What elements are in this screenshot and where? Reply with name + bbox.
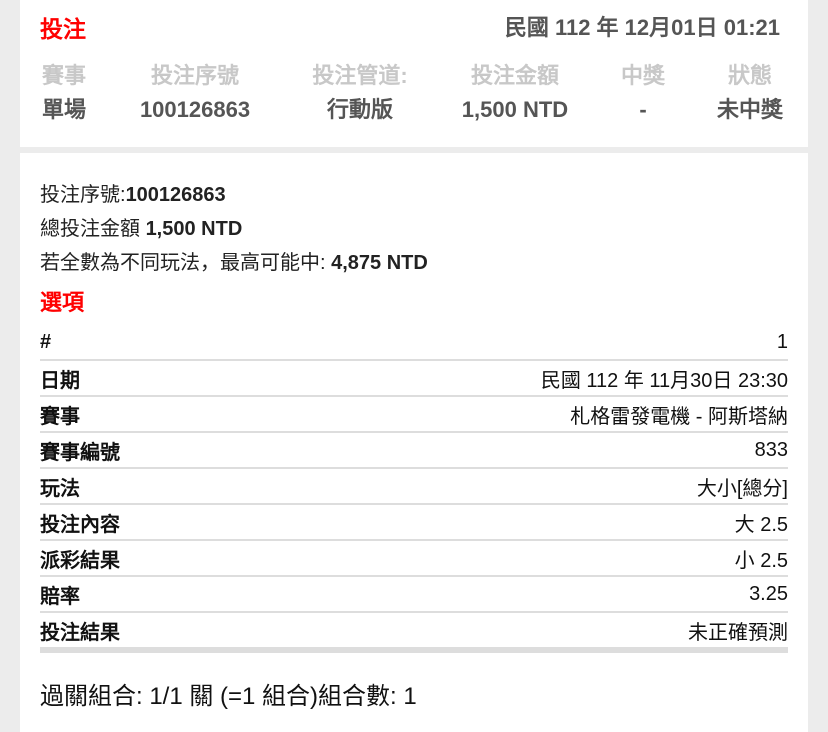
row-value: 1 bbox=[222, 325, 788, 361]
summary-col-channel: 投注管道: 行動版 bbox=[295, 63, 425, 123]
options-table: #1 日期 民國 112 年 11月30日 23:30 賽事 札格雷發電機 - 阿斯塔納… bbox=[40, 325, 788, 653]
bet-title: 投注 bbox=[40, 16, 86, 42]
bet-summary-card: 投注 民國 112 年 12月01日 01:21 賽事 單場 投注序號 1001… bbox=[20, 0, 808, 147]
table-row: 派彩結果小 2.5 bbox=[40, 540, 788, 577]
row-value: 大小[總分] bbox=[222, 468, 788, 505]
table-row: 賠率 3.25 bbox=[40, 576, 788, 613]
bet-detail-card: 投注序號:100126863 總投注金額 1,500 NTD 若全數為不同玩法，… bbox=[20, 153, 808, 732]
total-label: 總投注金額 bbox=[40, 218, 146, 240]
col-label: 投注管道: bbox=[312, 63, 408, 88]
row-value: 未正確預測 bbox=[222, 612, 788, 653]
row-key: 投注內容 bbox=[40, 504, 223, 541]
max-value: 4,875 NTD bbox=[331, 252, 428, 274]
col-label: 投注序號 bbox=[150, 63, 239, 88]
row-value: 3.25 bbox=[222, 576, 788, 613]
col-value: 100126863 bbox=[139, 97, 251, 122]
col-label: 狀態 bbox=[727, 63, 772, 88]
table-row: #1 bbox=[40, 325, 788, 361]
col-value: 行動版 bbox=[326, 97, 393, 122]
row-key: 賠率 bbox=[40, 576, 223, 613]
combo-summary: 過關組合: 1/1 關 (=1 組合)組合數: 1 bbox=[40, 683, 417, 710]
summary-col-status: 狀態 未中獎 bbox=[710, 63, 790, 123]
summary-col-event: 賽事 單場 bbox=[40, 63, 88, 123]
row-value: 小 2.5 bbox=[222, 540, 788, 577]
row-key: 日期 bbox=[40, 360, 223, 397]
col-label: 賽事 bbox=[41, 63, 86, 88]
table-row: 投注內容大 2.5 bbox=[40, 504, 788, 541]
table-row: 投注結果 未正確預測 bbox=[40, 612, 788, 653]
serial-line: 投注序號:100126863 bbox=[40, 178, 226, 207]
options-title: 選項 bbox=[40, 290, 85, 315]
col-label: 投注金額 bbox=[470, 63, 559, 88]
summary-col-win: 中獎 - bbox=[610, 63, 676, 123]
max-label: 若全數為不同玩法，最高可能中: bbox=[40, 252, 332, 274]
summary-col-serial: 投注序號 100126863 bbox=[130, 63, 260, 123]
total-value: 1,500 NTD bbox=[145, 218, 243, 240]
table-row: 玩法 大小[總分] bbox=[40, 468, 788, 505]
row-key: 賽事 bbox=[40, 396, 223, 433]
col-value: 未中獎 bbox=[716, 97, 783, 122]
row-value: 札格雷發電機 - 阿斯塔納 bbox=[222, 396, 788, 433]
serial-label: 投注序號: bbox=[40, 184, 126, 206]
col-label: 中獎 bbox=[620, 63, 665, 88]
col-value: - bbox=[639, 97, 647, 122]
table-row: 日期 民國 112 年 11月30日 23:30 bbox=[40, 360, 788, 397]
row-key: 賽事編號 bbox=[40, 432, 223, 469]
col-value: 單場 bbox=[41, 97, 86, 122]
max-line: 若全數為不同玩法，最高可能中: 4,875 NTD bbox=[40, 246, 428, 275]
table-row: 賽事 札格雷發電機 - 阿斯塔納 bbox=[40, 396, 788, 433]
summary-col-amount: 投注金額 1,500 NTD bbox=[445, 63, 585, 123]
col-value: 1,500 NTD bbox=[461, 97, 569, 122]
row-key: # bbox=[40, 325, 223, 361]
row-value: 民國 112 年 11月30日 23:30 bbox=[222, 360, 788, 397]
serial-value: 100126863 bbox=[125, 184, 226, 206]
table-row: 賽事編號 833 bbox=[40, 432, 788, 469]
bet-datetime: 民國 112 年 12月01日 01:21 bbox=[504, 15, 780, 40]
row-value: 大 2.5 bbox=[222, 504, 788, 541]
row-key: 玩法 bbox=[40, 468, 223, 505]
row-value: 833 bbox=[222, 432, 788, 469]
row-key: 投注結果 bbox=[40, 612, 223, 653]
total-line: 總投注金額 1,500 NTD bbox=[40, 212, 242, 241]
row-key: 派彩結果 bbox=[40, 540, 223, 577]
